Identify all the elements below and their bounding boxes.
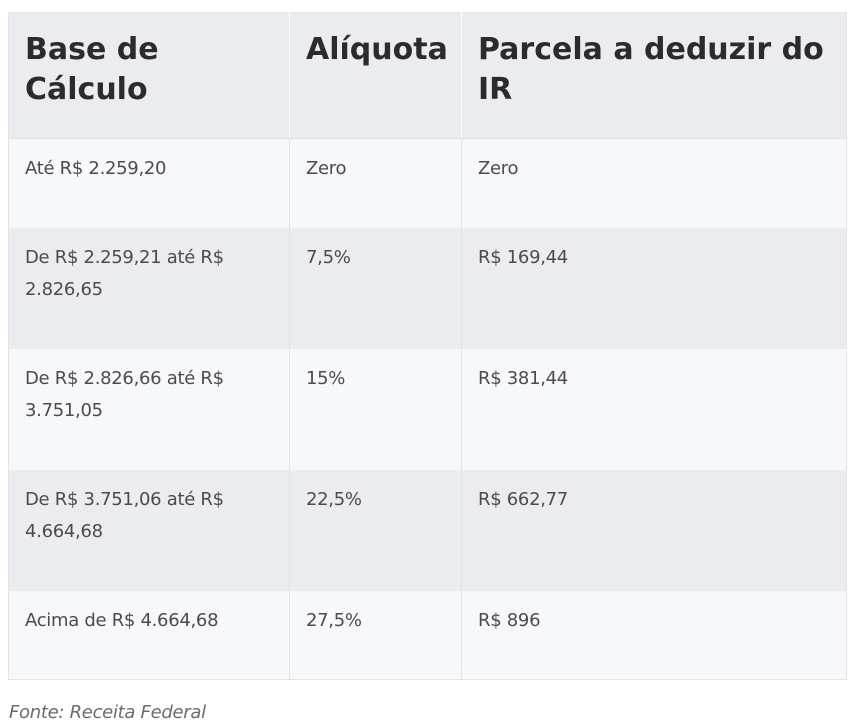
table-row: Acima de R$ 4.664,68 27,5% R$ 896 <box>8 590 847 680</box>
table-row: De R$ 3.751,06 até R$ 4.664,68 22,5% R$ … <box>8 469 847 591</box>
income-tax-table: Base de Cálculo Alíquota Parcela a deduz… <box>8 12 847 680</box>
source-caption: Fonte: Receita Federal <box>9 702 206 723</box>
table-row: De R$ 2.826,66 até R$ 3.751,05 15% R$ 38… <box>8 348 847 470</box>
cell-base: Acima de R$ 4.664,68 <box>8 590 290 680</box>
cell-parcela: R$ 381,44 <box>461 348 847 470</box>
cell-base: Até R$ 2.259,20 <box>8 138 290 228</box>
cell-aliquota: 22,5% <box>289 469 462 591</box>
header-aliquota: Alíquota <box>289 12 462 139</box>
header-base-de-calculo: Base de Cálculo <box>8 12 290 139</box>
cell-aliquota: 27,5% <box>289 590 462 680</box>
table-header-row: Base de Cálculo Alíquota Parcela a deduz… <box>8 12 847 139</box>
cell-base: De R$ 2.259,21 até R$ 2.826,65 <box>8 227 290 349</box>
table-row: De R$ 2.259,21 até R$ 2.826,65 7,5% R$ 1… <box>8 227 847 349</box>
cell-parcela: Zero <box>461 138 847 228</box>
cell-aliquota: 15% <box>289 348 462 470</box>
header-parcela-a-deduzir: Parcela a deduzir do IR <box>461 12 847 139</box>
cell-aliquota: 7,5% <box>289 227 462 349</box>
cell-parcela: R$ 169,44 <box>461 227 847 349</box>
cell-base: De R$ 2.826,66 até R$ 3.751,05 <box>8 348 290 470</box>
cell-aliquota: Zero <box>289 138 462 228</box>
cell-base: De R$ 3.751,06 até R$ 4.664,68 <box>8 469 290 591</box>
cell-parcela: R$ 662,77 <box>461 469 847 591</box>
cell-parcela: R$ 896 <box>461 590 847 680</box>
table-row: Até R$ 2.259,20 Zero Zero <box>8 138 847 228</box>
